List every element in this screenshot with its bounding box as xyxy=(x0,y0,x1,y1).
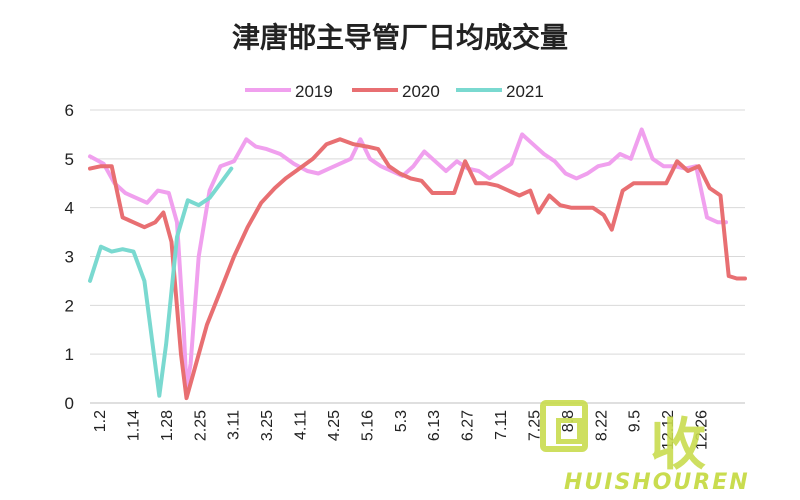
x-tick-label: 5.3 xyxy=(393,410,410,432)
x-tick-label: 8.22 xyxy=(593,410,610,441)
legend: 2019 2020 2021 xyxy=(245,82,544,101)
watermark-text: HUISHOUREN xyxy=(564,470,750,495)
x-tick-label: 6.13 xyxy=(426,410,443,441)
x-tick-label: 6.27 xyxy=(460,410,477,441)
x-tick-label: 12.26 xyxy=(694,410,711,450)
y-tick-label: 5 xyxy=(65,150,74,169)
axes: 0 1 2 3 4 5 6 1.2 1.14 1.28 2.25 3.11 3.25 4.11 4.25 5.… xyxy=(65,101,745,450)
watermark-box-icon xyxy=(540,400,588,452)
x-tick-label: 1.2 xyxy=(92,410,109,432)
chart-title: 津唐邯主导管厂日均成交量 xyxy=(231,21,568,54)
x-tick-label: 4.25 xyxy=(326,410,343,441)
watermark-char: 收 xyxy=(650,413,706,478)
legend-label-2020: 2020 xyxy=(402,82,440,101)
grid-lines xyxy=(90,109,745,404)
x-tick-label: 5.16 xyxy=(359,410,376,441)
y-tick-label: 0 xyxy=(65,394,74,413)
series-line-2020 xyxy=(88,137,747,401)
x-tick-label: 2.25 xyxy=(192,410,209,441)
legend-label-2019: 2019 xyxy=(295,82,333,101)
x-tick-label: 9.5 xyxy=(627,410,644,432)
y-tick-label: 3 xyxy=(65,248,74,267)
series-line-2021 xyxy=(88,166,234,398)
x-tick-label: 3.11 xyxy=(226,410,243,440)
x-tick-label: 1.28 xyxy=(159,410,176,441)
x-tick-label: 7.25 xyxy=(526,410,543,441)
x-tick-label: 1.14 xyxy=(125,410,142,441)
y-tick-label: 6 xyxy=(65,101,74,120)
legend-label-2021: 2021 xyxy=(506,82,544,101)
x-tick-label: 7.11 xyxy=(493,410,510,440)
series-line-2019 xyxy=(88,127,728,391)
x-tick-label: 12.12 xyxy=(660,410,677,450)
y-tick-label: 2 xyxy=(65,296,74,315)
y-tick-label: 1 xyxy=(65,345,74,364)
series-group xyxy=(88,127,747,401)
x-tick-label: 4.11 xyxy=(293,410,310,440)
watermark-logo: 收 HUISHOUREN xyxy=(540,400,748,496)
x-tick-label: 3.25 xyxy=(259,410,276,441)
y-tick-label: 4 xyxy=(65,199,74,218)
